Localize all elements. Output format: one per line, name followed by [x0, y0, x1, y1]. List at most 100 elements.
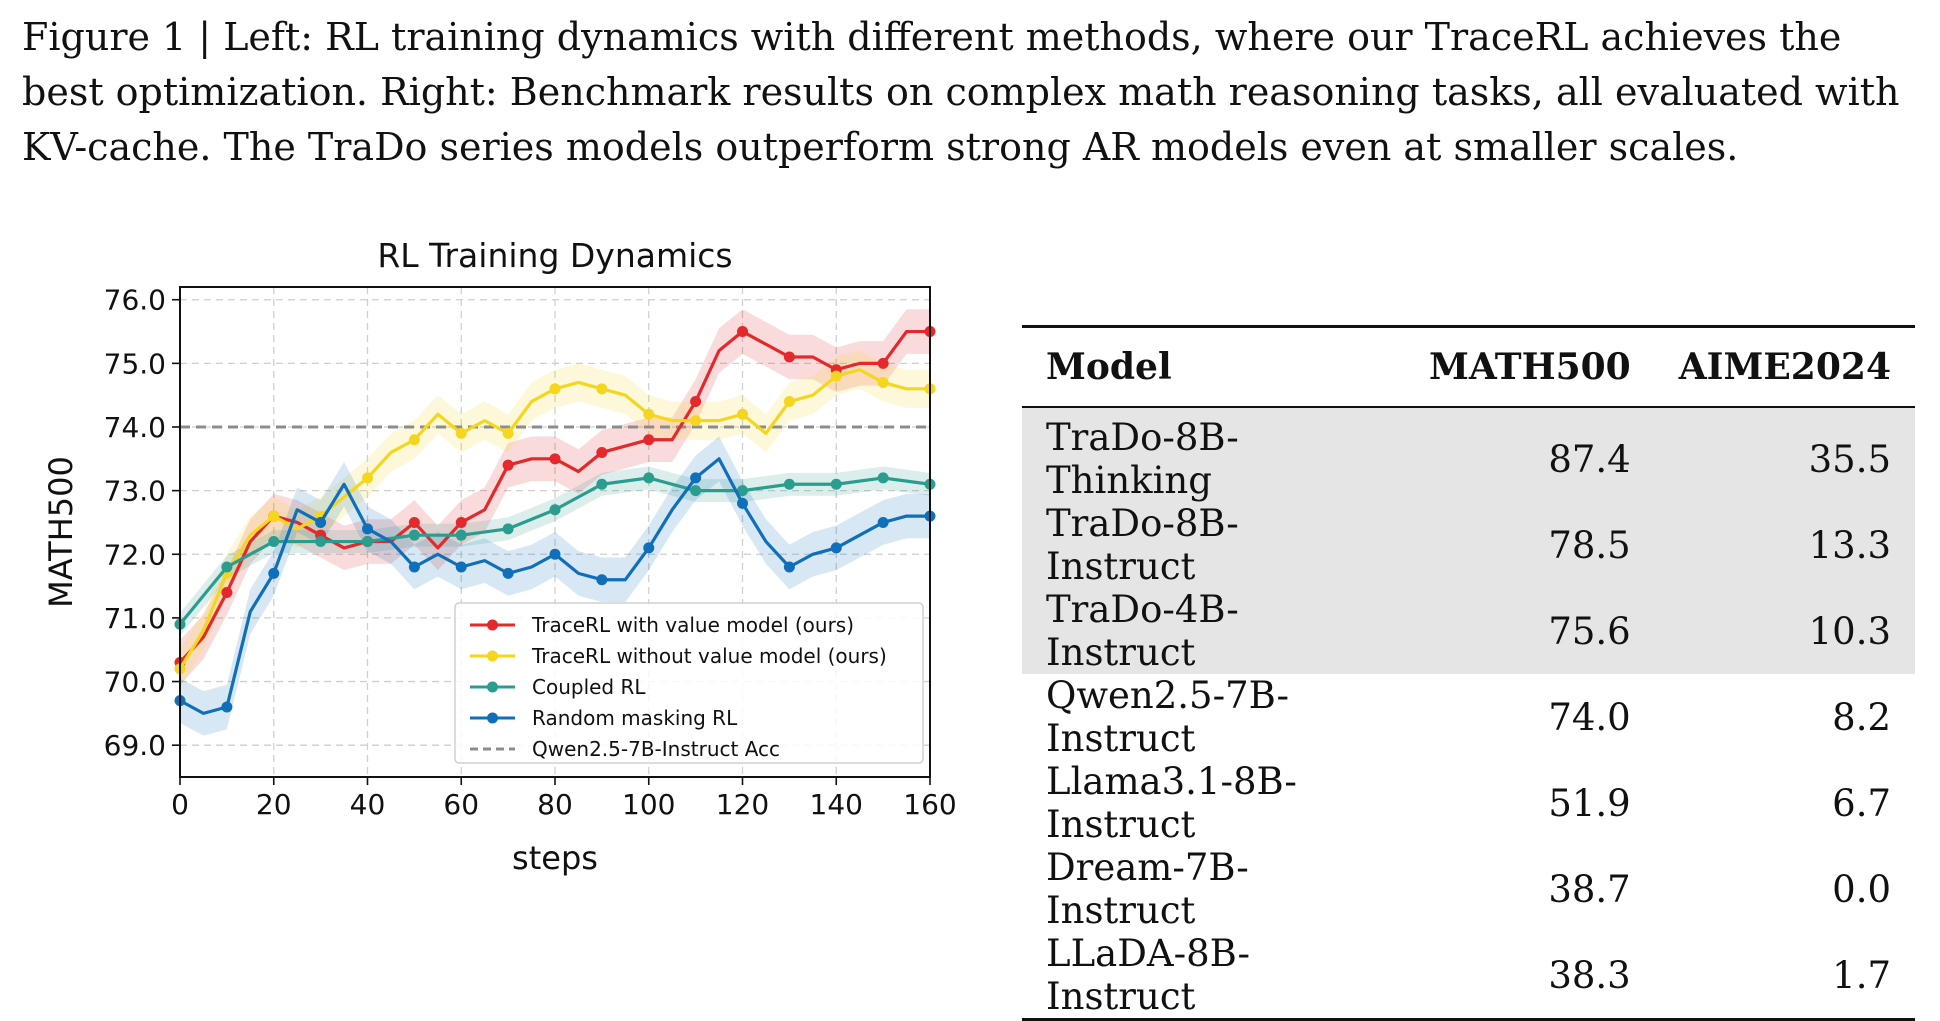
data-point — [877, 472, 889, 484]
header-math500: MATH500 — [1428, 346, 1631, 388]
x-tick-label: 120 — [716, 788, 769, 821]
data-point — [737, 497, 748, 509]
data-point — [549, 548, 561, 560]
series-band — [180, 350, 930, 688]
header-aime2024: AIME2024 — [1678, 346, 1891, 388]
data-point — [268, 536, 280, 548]
cell-model: TraDo-4B-Instruct — [1022, 588, 1405, 674]
x-axis-label: steps — [512, 839, 598, 877]
data-point — [783, 478, 795, 490]
cell-model: Llama3.1-8B-Instruct — [1046, 760, 1297, 846]
legend-label: TraceRL with value model (ours) — [531, 613, 854, 637]
table-row: Dream-7B-Instruct 38.7 0.0 — [1022, 846, 1915, 932]
data-point — [737, 408, 748, 420]
data-point — [783, 351, 795, 363]
data-point — [783, 396, 795, 408]
data-point — [502, 523, 514, 535]
table-row: TraDo-4B-Instruct 75.6 10.3 — [1022, 588, 1915, 674]
data-point — [596, 383, 608, 395]
data-point — [737, 326, 748, 338]
table-row: Llama3.1-8B-Instruct 51.9 6.7 — [1022, 760, 1915, 846]
cell-aime2024: 8.2 — [1832, 695, 1891, 739]
data-point — [408, 561, 420, 573]
data-point — [643, 472, 655, 484]
data-point — [268, 567, 280, 579]
cell-model: LLaDA-8B-Instruct — [1046, 932, 1251, 1018]
legend-label: Coupled RL — [532, 675, 646, 699]
legend-marker — [487, 681, 498, 693]
data-point — [549, 453, 561, 465]
table-row: Qwen2.5-7B-Instruct 74.0 8.2 — [1022, 674, 1915, 760]
data-point — [268, 510, 280, 522]
data-point — [596, 446, 608, 458]
legend-marker — [487, 650, 498, 662]
data-point — [643, 542, 655, 554]
y-tick-label: 71.0 — [104, 602, 166, 635]
data-point — [502, 427, 514, 439]
data-point — [596, 574, 608, 586]
data-point — [221, 701, 233, 713]
data-point — [877, 376, 889, 388]
data-point — [690, 415, 702, 427]
cell-math500: 75.6 — [1404, 588, 1655, 674]
chart-title: RL Training Dynamics — [377, 236, 732, 275]
x-tick-label: 140 — [810, 788, 863, 821]
data-point — [737, 485, 748, 497]
y-axis-label: MATH500 — [42, 456, 80, 608]
cell-math500: 87.4 — [1404, 407, 1655, 502]
table-row: TraDo-8B-Thinking 87.4 35.5 — [1022, 407, 1915, 502]
y-tick-label: 76.0 — [104, 284, 166, 317]
y-tick-label: 72.0 — [104, 538, 166, 571]
data-point — [502, 567, 514, 579]
y-tick-label: 73.0 — [104, 475, 166, 508]
cell-math500: 38.3 — [1548, 953, 1631, 997]
data-point — [221, 586, 233, 598]
cell-aime2024: 35.5 — [1654, 407, 1915, 502]
series-band — [180, 436, 930, 736]
data-point — [408, 434, 420, 446]
data-point — [221, 561, 233, 573]
cell-aime2024: 10.3 — [1654, 588, 1915, 674]
data-point — [830, 478, 842, 490]
data-point — [783, 561, 795, 573]
data-point — [408, 529, 420, 541]
cell-aime2024: 13.3 — [1654, 502, 1915, 588]
figure-caption: Figure 1 | Left: RL training dynamics wi… — [22, 15, 1900, 169]
x-tick-label: 60 — [443, 788, 479, 821]
x-tick-label: 80 — [537, 788, 573, 821]
cell-math500: 78.5 — [1404, 502, 1655, 588]
data-point — [549, 504, 561, 516]
data-point — [502, 459, 514, 471]
data-point — [690, 472, 702, 484]
data-point — [455, 529, 467, 541]
table-header-row: Model MATH500 AIME2024 — [1022, 326, 1915, 407]
legend-label: Random masking RL — [532, 706, 738, 730]
cell-math500: 38.7 — [1548, 867, 1631, 911]
data-point — [830, 370, 842, 382]
cell-aime2024: 0.0 — [1832, 867, 1891, 911]
data-point — [315, 516, 327, 528]
series-band — [180, 309, 930, 685]
cell-aime2024: 1.7 — [1832, 953, 1891, 997]
y-tick-label: 69.0 — [104, 729, 166, 762]
legend-label: TraceRL without value model (ours) — [531, 644, 887, 668]
series-band — [180, 466, 930, 636]
cell-model: TraDo-8B-Thinking — [1022, 407, 1405, 502]
cell-model: TraDo-8B-Instruct — [1022, 502, 1405, 588]
data-point — [362, 472, 373, 484]
rl-training-dynamics-chart: 0 20 40 60 80 100 120 140 160 69.0 70.0 71.0 72.0 73.… — [0, 215, 980, 900]
cell-model: Dream-7B-Instruct — [1046, 846, 1249, 932]
y-tick-label: 70.0 — [104, 666, 166, 699]
table-row: TraDo-8B-Instruct 78.5 13.3 — [1022, 502, 1915, 588]
data-point — [549, 383, 561, 395]
legend-box — [454, 602, 924, 764]
data-point — [690, 485, 702, 497]
data-point — [643, 434, 655, 446]
legend-marker — [487, 712, 498, 724]
x-tick-label: 20 — [256, 788, 292, 821]
x-tick-label: 40 — [350, 788, 386, 821]
cell-model: Qwen2.5-7B-Instruct — [1046, 674, 1289, 760]
y-tick-label: 75.0 — [104, 347, 166, 380]
benchmark-table-container: Model MATH500 AIME2024 TraDo-8B-Thinking… — [1022, 325, 1915, 1021]
table-row: LLaDA-8B-Instruct 38.3 1.7 — [1022, 932, 1915, 1020]
